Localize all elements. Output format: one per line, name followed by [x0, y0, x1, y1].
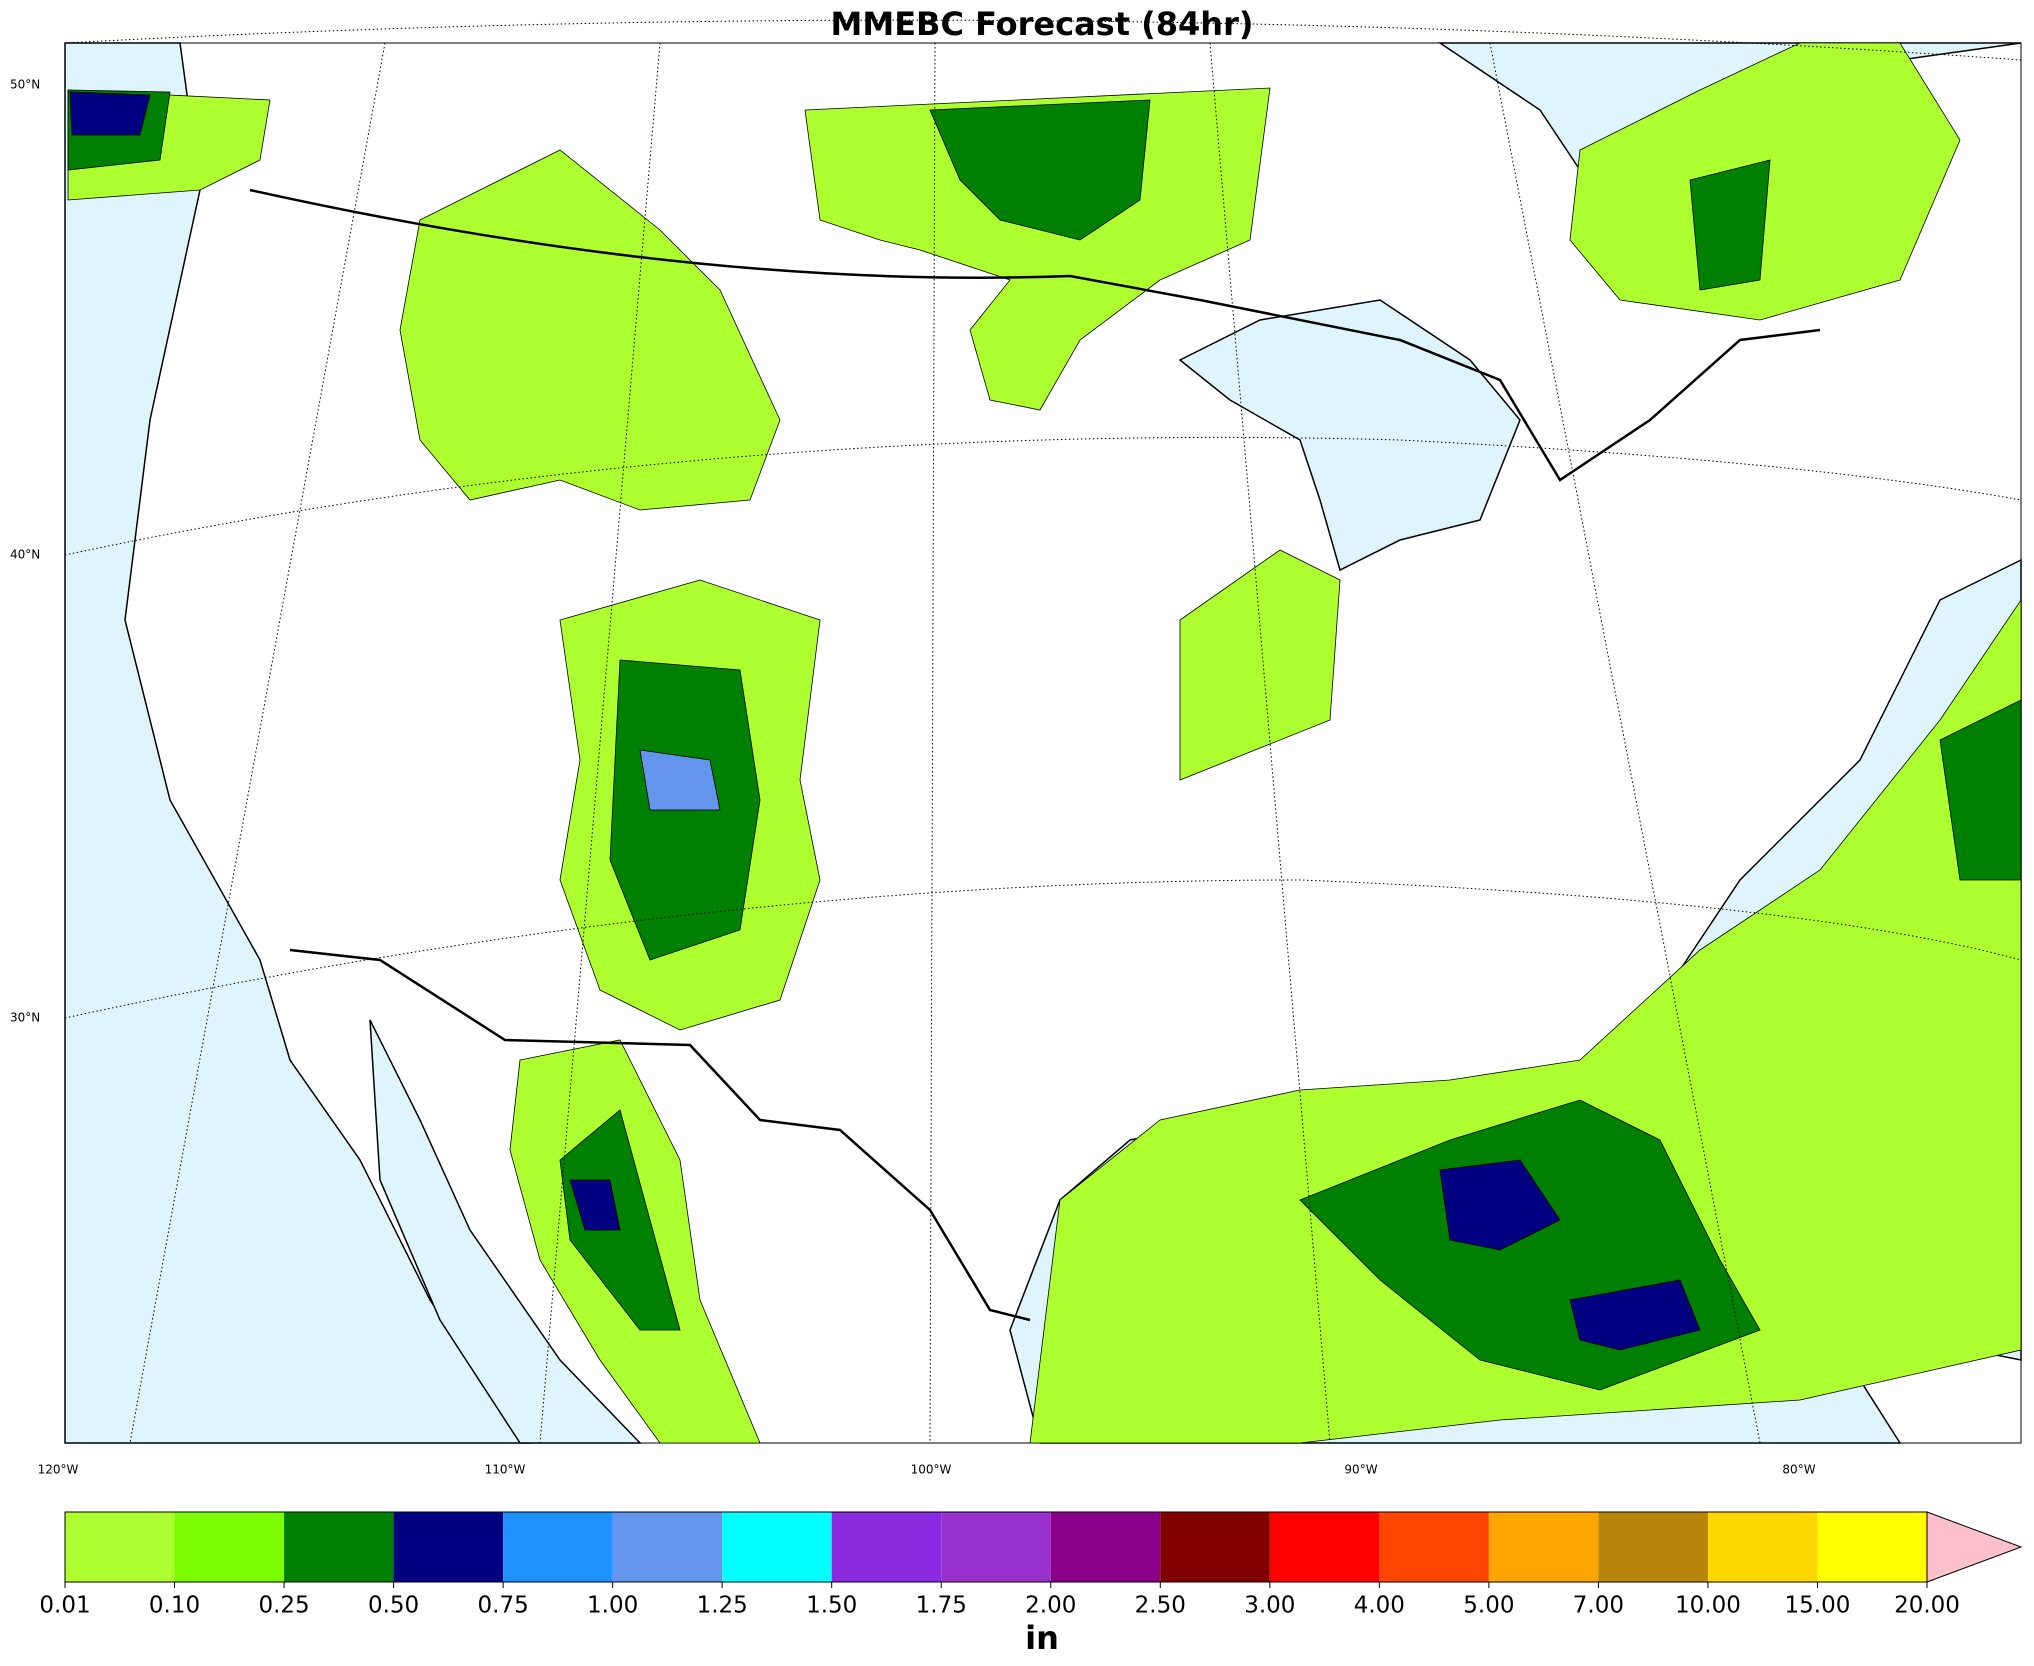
colorbar-box [1160, 1512, 1270, 1582]
colorbar-box [393, 1512, 504, 1582]
colorbar-frame [64, 1511, 1928, 1583]
colorbar-box [1817, 1512, 1927, 1582]
colorbar-box [1488, 1512, 1599, 1582]
colorbar-tick-label: 7.00 [1573, 1593, 1624, 1619]
colorbar-box [503, 1512, 613, 1582]
colorbar-tick-label: 20.00 [1894, 1593, 1960, 1619]
colorbar-box [174, 1512, 285, 1582]
colorbar-box [1598, 1512, 1708, 1582]
map-panel [64, 19, 2022, 1444]
colorbar-tick-label: 1.75 [916, 1593, 967, 1619]
colorbar-tick-label: 2.00 [1025, 1593, 1076, 1619]
colorbar-tick-label: 3.00 [1244, 1593, 1295, 1619]
colorbar-box [722, 1512, 832, 1582]
colorbar-tick-label: 1.25 [697, 1593, 748, 1619]
colorbar-tick-label: 1.00 [587, 1593, 638, 1619]
colorbar-box [1269, 1512, 1380, 1582]
colorbar-tick-label: 10.00 [1675, 1593, 1741, 1619]
map-title: MMEBC Forecast (84hr) [831, 5, 1254, 43]
colorbar-tick-label: 0.75 [478, 1593, 529, 1619]
lat-label: 40°N [10, 548, 40, 562]
colorbar-box [65, 1512, 175, 1582]
colorbar-box [1379, 1512, 1489, 1582]
lon-label: 120°W [38, 1463, 79, 1477]
colorbar-tick-label: 1.50 [806, 1593, 857, 1619]
colorbar-tick-label: 0.10 [149, 1593, 200, 1619]
colorbar-unit: in [1025, 1619, 1059, 1657]
lon-label: 80°W [1782, 1463, 1815, 1477]
colorbar-tick-label: 2.50 [1135, 1593, 1186, 1619]
colorbar-tick-label: 15.00 [1785, 1593, 1851, 1619]
colorbar-box [941, 1512, 1051, 1582]
colorbar-box [831, 1512, 942, 1582]
colorbar-extend [1926, 1511, 2023, 1583]
lon-label: 90°W [1344, 1463, 1377, 1477]
colorbar-box [612, 1512, 723, 1582]
colorbar-tick-label: 0.01 [39, 1593, 90, 1619]
graticule-labels: 50°N 40°N 30°N 120°W 110°W 100°W 90°W 80… [10, 78, 1816, 1477]
colorbar-tick-label: 4.00 [1354, 1593, 1405, 1619]
colorbar-tick-label: 0.25 [258, 1593, 309, 1619]
colorbar-tick-label: 5.00 [1463, 1593, 1514, 1619]
colorbar-box [1707, 1512, 1818, 1582]
lat-label: 30°N [10, 1011, 40, 1025]
colorbar-tick-label: 0.50 [368, 1593, 419, 1619]
colorbar: 0.01 0.10 0.25 0.50 0.75 1.00 1.25 1.50 1.75 2.00… [39, 1511, 2023, 1619]
lon-label: 100°W [911, 1463, 952, 1477]
colorbar-box [284, 1512, 394, 1582]
lon-label: 110°W [485, 1463, 526, 1477]
colorbar-box [1050, 1512, 1161, 1582]
lat-label: 50°N [10, 78, 40, 92]
